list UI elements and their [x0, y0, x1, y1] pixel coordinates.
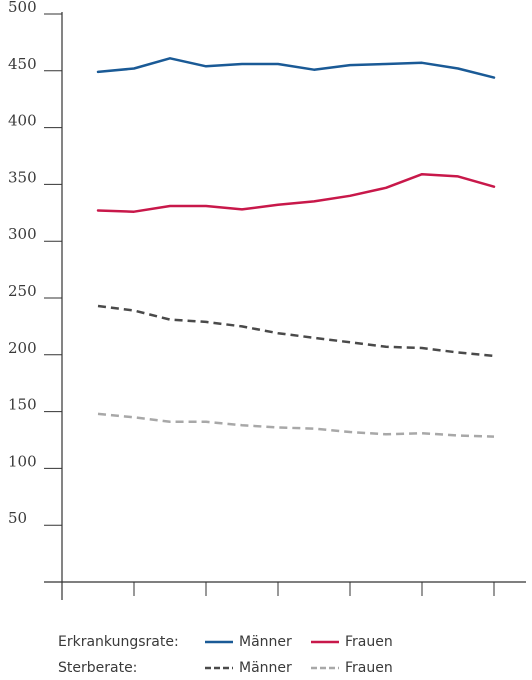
legend-item-sterbe-frauen: Frauen — [311, 660, 393, 676]
legend-swatch-solid-red-icon — [311, 640, 339, 644]
y-tick-label: 450 — [8, 55, 37, 73]
series-layer — [96, 57, 496, 438]
x-tick-label: 2008 — [403, 598, 441, 600]
x-tick-label: 1998 — [43, 598, 81, 600]
y-tick-label: 200 — [8, 339, 37, 357]
legend-group-label-erkrankungsrate: Erkrankungsrate: — [58, 634, 179, 650]
y-tick-label: 100 — [8, 452, 37, 470]
y-tick-label: 400 — [8, 112, 37, 130]
legend-swatch-dashed-dark-icon — [205, 666, 233, 670]
legend-item-label: Männer — [239, 634, 292, 650]
x-tick-label: 2004 — [259, 598, 297, 600]
legend-swatch-dashed-grey-icon — [311, 666, 339, 670]
legend-item-sterbe-maenner: Männer — [205, 660, 292, 676]
line-chart: 50 100 150 200 250 300 350 400 450 500 1998 2000 20… — [8, 0, 526, 600]
y-tick-label: 350 — [8, 168, 37, 186]
legend-item-label: Frauen — [345, 634, 393, 650]
x-tick-label: 2000 — [115, 598, 153, 600]
series-line-2 — [97, 304, 495, 358]
y-axis: 50 100 150 200 250 300 350 400 450 500 — [8, 0, 63, 600]
legend-item-erkrankung-frauen: Frauen — [311, 634, 393, 650]
series-line-0 — [96, 57, 496, 79]
series-line-3 — [97, 412, 495, 438]
legend-item-label: Männer — [239, 660, 292, 676]
series-line-1 — [96, 172, 496, 213]
y-tick-label: 150 — [8, 396, 37, 414]
y-tick-label: 300 — [8, 225, 37, 243]
y-tick-label: 250 — [8, 282, 37, 300]
legend-group-label-sterberate: Sterberate: — [58, 660, 138, 676]
x-tick-label: 2006 — [331, 598, 369, 600]
legend-swatch-solid-blue-icon — [205, 640, 233, 644]
y-tick-label: 500 — [8, 0, 37, 16]
x-tick-label: 2010 — [475, 598, 513, 600]
legend-item-erkrankung-maenner: Männer — [205, 634, 292, 650]
legend-item-label: Frauen — [345, 660, 393, 676]
y-tick-label: 50 — [8, 509, 27, 527]
